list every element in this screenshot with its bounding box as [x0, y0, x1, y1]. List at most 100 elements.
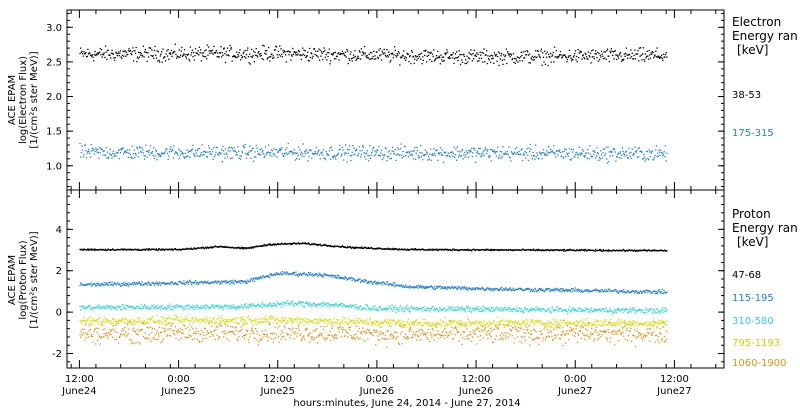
data-point-115-195 [213, 282, 215, 284]
data-point-38-53 [418, 56, 421, 58]
data-point-310-580 [113, 308, 115, 310]
data-point-115-195 [416, 285, 418, 287]
data-point-115-195 [309, 274, 311, 276]
data-point-38-53 [426, 55, 428, 57]
data-point-175-315 [275, 148, 277, 151]
data-point-175-315 [382, 157, 385, 159]
data-point-38-53 [105, 51, 107, 53]
data-point-175-315 [464, 156, 466, 158]
data-point-47-68 [433, 249, 435, 251]
data-point-115-195 [424, 286, 426, 288]
data-point-115-195 [211, 281, 213, 283]
data-point-175-315 [295, 152, 297, 155]
data-point-115-195 [380, 282, 383, 284]
data-point-38-53 [354, 50, 356, 52]
data-point-795-1193 [213, 322, 216, 325]
data-point-115-195 [415, 286, 417, 289]
data-point-38-53 [241, 56, 244, 58]
data-point-175-315 [340, 155, 342, 157]
data-point-115-195 [533, 290, 535, 293]
data-point-38-53 [240, 54, 242, 56]
data-point-38-53 [429, 52, 432, 54]
data-point-47-68 [376, 248, 378, 250]
data-point-795-1193 [300, 321, 302, 323]
data-point-38-53 [223, 47, 225, 49]
data-point-47-68 [472, 248, 474, 251]
data-point-38-53 [220, 46, 222, 48]
data-point-175-315 [151, 151, 154, 153]
data-point-38-53 [236, 56, 238, 58]
data-point-47-68 [168, 248, 171, 250]
data-point-38-53 [315, 50, 317, 52]
data-point-38-53 [225, 50, 227, 53]
data-point-175-315 [189, 156, 191, 158]
data-point-175-315 [253, 156, 255, 158]
data-point-795-1193 [89, 316, 92, 318]
data-point-175-315 [666, 152, 668, 154]
data-point-38-53 [514, 57, 516, 60]
data-point-310-580 [493, 310, 496, 312]
data-point-38-53 [594, 53, 596, 55]
data-point-175-315 [309, 149, 311, 151]
data-point-47-68 [458, 249, 460, 252]
data-point-175-315 [483, 154, 485, 156]
data-point-38-53 [108, 54, 110, 56]
data-point-115-195 [399, 285, 401, 287]
data-point-47-68 [189, 247, 191, 250]
data-point-795-1193 [183, 320, 186, 322]
data-point-795-1193 [219, 317, 221, 319]
data-point-115-195 [563, 289, 565, 291]
data-point-175-315 [177, 154, 179, 156]
data-point-38-53 [364, 52, 366, 54]
data-point-115-195 [546, 288, 548, 290]
data-point-38-53 [442, 60, 444, 62]
data-point-795-1193 [193, 319, 195, 322]
data-point-795-1193 [194, 317, 197, 319]
data-point-38-53 [385, 56, 387, 58]
data-point-115-195 [634, 290, 637, 292]
data-point-38-53 [157, 51, 159, 53]
data-point-47-68 [490, 250, 492, 252]
data-point-310-580 [501, 308, 503, 310]
data-point-115-195 [146, 283, 148, 285]
data-point-38-53 [185, 56, 187, 58]
data-point-38-53 [614, 50, 616, 52]
data-point-175-315 [465, 150, 468, 152]
data-point-310-580 [482, 305, 484, 307]
data-point-38-53 [653, 55, 656, 57]
data-point-115-195 [495, 288, 498, 290]
data-point-38-53 [504, 55, 506, 58]
data-point-795-1193 [299, 318, 301, 320]
data-point-115-195 [560, 291, 562, 293]
data-point-310-580 [450, 308, 452, 310]
data-point-38-53 [657, 56, 659, 58]
data-point-47-68 [392, 247, 394, 249]
data-point-175-315 [650, 152, 652, 154]
data-point-47-68 [318, 243, 321, 246]
data-point-38-53 [649, 57, 652, 59]
data-point-38-53 [519, 60, 521, 62]
data-point-38-53 [524, 50, 526, 52]
data-point-115-195 [410, 286, 412, 288]
data-point-47-68 [467, 248, 469, 250]
data-point-795-1193 [179, 320, 182, 322]
data-point-115-195 [478, 288, 481, 290]
data-point-47-68 [613, 249, 616, 252]
data-point-310-580 [628, 310, 631, 312]
data-point-115-195 [657, 292, 659, 294]
data-point-795-1193 [221, 317, 223, 320]
data-point-175-315 [108, 157, 110, 159]
data-point-175-315 [176, 152, 178, 154]
data-point-47-68 [442, 249, 445, 251]
data-point-115-195 [644, 290, 646, 293]
data-point-175-315 [566, 153, 569, 156]
data-point-310-580 [106, 305, 109, 307]
data-point-47-68 [321, 245, 323, 247]
data-point-115-195 [377, 282, 379, 284]
data-point-310-580 [587, 311, 590, 313]
data-point-38-53 [467, 61, 469, 63]
data-point-175-315 [581, 153, 583, 155]
data-point-310-580 [359, 306, 361, 308]
data-point-795-1193 [217, 324, 220, 326]
data-point-795-1193 [126, 322, 128, 324]
